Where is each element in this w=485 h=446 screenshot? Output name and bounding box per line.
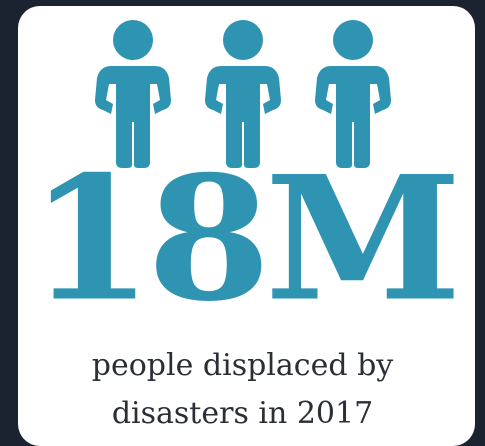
people-figures [95, 20, 391, 168]
caption-line-1: people displaced by [91, 348, 394, 383]
person-icon [315, 20, 391, 168]
person-icon [95, 20, 171, 168]
caption-line-2: disasters in 2017 [111, 396, 374, 431]
statistic-number: 18M [29, 138, 462, 339]
person-icon [205, 20, 281, 168]
statistic-caption: people displaced by disasters in 2017 [0, 342, 485, 438]
